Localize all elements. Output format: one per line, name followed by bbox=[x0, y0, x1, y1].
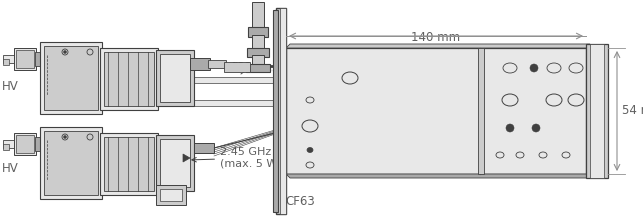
Circle shape bbox=[532, 124, 540, 132]
Bar bbox=[100, 48, 158, 110]
Bar bbox=[14, 48, 36, 70]
Bar bbox=[247, 48, 269, 57]
Ellipse shape bbox=[516, 152, 524, 158]
Circle shape bbox=[64, 50, 66, 54]
Bar bbox=[252, 55, 264, 67]
Ellipse shape bbox=[306, 97, 314, 103]
Bar bbox=[246, 64, 270, 72]
Text: gas: gas bbox=[231, 59, 251, 72]
Ellipse shape bbox=[306, 162, 314, 168]
Text: CF63: CF63 bbox=[285, 195, 315, 208]
Bar bbox=[252, 2, 264, 32]
Bar bbox=[586, 44, 608, 178]
Polygon shape bbox=[286, 174, 590, 178]
Circle shape bbox=[62, 134, 68, 140]
Bar bbox=[104, 137, 154, 191]
Bar bbox=[208, 60, 226, 68]
Bar bbox=[40, 77, 278, 83]
Text: 54 mm: 54 mm bbox=[622, 105, 643, 117]
Bar bbox=[252, 35, 264, 50]
Bar bbox=[273, 10, 278, 212]
Text: HV: HV bbox=[2, 162, 19, 175]
Bar bbox=[14, 133, 36, 155]
Ellipse shape bbox=[562, 152, 570, 158]
Ellipse shape bbox=[503, 63, 517, 73]
Bar bbox=[280, 8, 286, 214]
Ellipse shape bbox=[496, 152, 504, 158]
Bar bbox=[44, 46, 98, 110]
Bar bbox=[190, 58, 210, 70]
Circle shape bbox=[87, 134, 93, 140]
Bar bbox=[16, 50, 34, 68]
Ellipse shape bbox=[302, 120, 318, 132]
Bar bbox=[16, 135, 34, 153]
Circle shape bbox=[64, 135, 66, 139]
Bar bbox=[160, 54, 190, 102]
Bar bbox=[3, 59, 9, 65]
Bar bbox=[35, 52, 41, 66]
Bar bbox=[104, 52, 154, 106]
Bar bbox=[40, 100, 278, 106]
Polygon shape bbox=[286, 44, 590, 48]
Bar bbox=[248, 27, 268, 37]
Circle shape bbox=[87, 49, 93, 55]
Bar bbox=[590, 44, 604, 178]
Bar bbox=[224, 62, 250, 72]
Bar bbox=[478, 48, 484, 174]
Ellipse shape bbox=[539, 152, 547, 158]
Bar bbox=[40, 42, 102, 114]
Bar bbox=[35, 137, 41, 151]
Circle shape bbox=[506, 124, 514, 132]
Bar bbox=[156, 50, 194, 106]
Bar bbox=[40, 127, 102, 199]
Text: HV: HV bbox=[2, 80, 19, 93]
Text: 140 mm: 140 mm bbox=[412, 31, 460, 44]
Bar bbox=[156, 135, 194, 191]
Text: 2.45 GHz
(max. 5 W): 2.45 GHz (max. 5 W) bbox=[192, 147, 282, 169]
Bar bbox=[44, 131, 98, 195]
Bar bbox=[160, 139, 190, 187]
Bar bbox=[160, 189, 182, 201]
Circle shape bbox=[62, 49, 68, 55]
Bar bbox=[3, 55, 15, 63]
Ellipse shape bbox=[569, 63, 583, 73]
Ellipse shape bbox=[342, 72, 358, 84]
Ellipse shape bbox=[307, 147, 313, 153]
Bar bbox=[3, 140, 15, 148]
Circle shape bbox=[530, 64, 538, 72]
Bar bbox=[286, 48, 586, 174]
Bar bbox=[100, 133, 158, 195]
Polygon shape bbox=[183, 154, 190, 162]
Ellipse shape bbox=[502, 94, 518, 106]
Ellipse shape bbox=[568, 94, 584, 106]
Ellipse shape bbox=[546, 94, 562, 106]
Bar bbox=[156, 185, 186, 205]
Ellipse shape bbox=[547, 63, 561, 73]
Bar bbox=[276, 8, 286, 214]
Bar bbox=[3, 144, 9, 150]
Bar bbox=[194, 143, 214, 153]
